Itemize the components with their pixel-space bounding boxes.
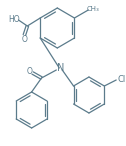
Text: O: O xyxy=(21,34,27,44)
Text: CH₃: CH₃ xyxy=(87,6,100,12)
Text: N: N xyxy=(57,63,64,73)
Text: O: O xyxy=(27,66,33,75)
Text: HO: HO xyxy=(9,14,20,24)
Text: Cl: Cl xyxy=(117,74,125,84)
